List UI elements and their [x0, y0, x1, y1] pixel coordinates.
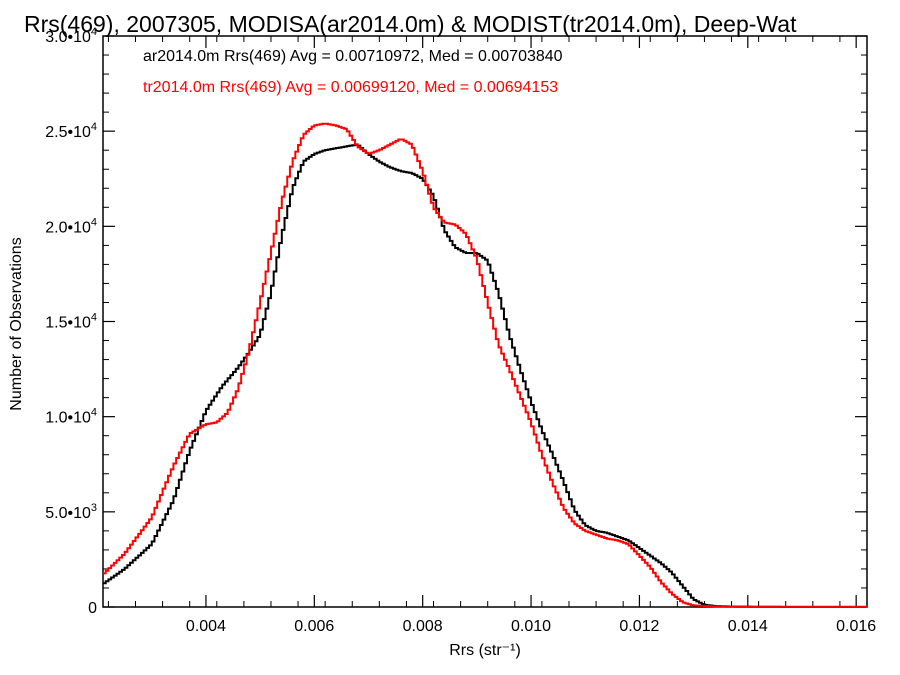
x-axis-label: Rrs (str⁻¹) — [449, 642, 521, 659]
x-tick-label: 0.010 — [511, 618, 551, 635]
y-tick-label: 2.0•104 — [45, 216, 97, 236]
y-tick-label: 1.0•104 — [45, 407, 97, 427]
plot-frame — [102, 35, 868, 608]
y-axis-ticks: 0 5.0•103 1.0•104 1.5•104 2.0•104 2.5•104 3.0•… — [45, 26, 867, 617]
y-tick-label: 3.0•104 — [45, 26, 97, 46]
legend-entry-tr2014: tr2014.0m Rrs(469) Avg = 0.00699120, Med… — [143, 79, 558, 96]
series-line-tr2014 — [103, 122, 867, 608]
y-tick-label: 0 — [88, 600, 97, 617]
x-tick-label: 0.012 — [619, 618, 659, 635]
chart-title: Rrs(469), 2007305, MODISA(ar2014.0m) & M… — [24, 11, 797, 37]
x-tick-label: 0.004 — [186, 618, 226, 635]
x-tick-label: 0.014 — [728, 618, 768, 635]
x-tick-label: 0.016 — [836, 618, 876, 635]
series-layer — [103, 122, 867, 608]
legend: ar2014.0m Rrs(469) Avg = 0.00710972, Med… — [143, 48, 563, 96]
series-line-ar2014 — [103, 143, 867, 608]
y-tick-label: 2.5•104 — [45, 121, 97, 141]
legend-entry-ar2014: ar2014.0m Rrs(469) Avg = 0.00710972, Med… — [143, 48, 563, 65]
y-tick-label: 5.0•103 — [45, 502, 97, 522]
x-tick-label: 0.006 — [294, 618, 334, 635]
x-axis-ticks: 0.004 0.006 0.008 0.010 0.012 0.014 0.016 — [107, 36, 876, 635]
x-tick-label: 0.008 — [403, 618, 443, 635]
y-tick-label: 1.5•104 — [45, 312, 97, 332]
y-axis-label: Number of Observations — [8, 237, 25, 410]
